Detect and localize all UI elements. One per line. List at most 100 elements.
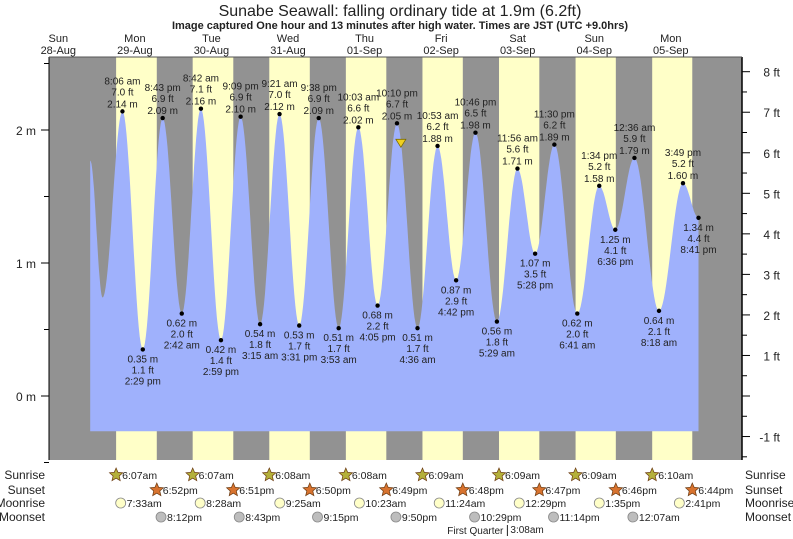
sunset-row-label-left: Sunset (8, 483, 46, 497)
moonrise-icon (513, 497, 525, 509)
extreme-m: 1.07 m (520, 259, 551, 270)
extreme-time: 10:46 pm (455, 98, 497, 109)
right-axis-tick-label: 5 ft (763, 187, 780, 201)
extreme-m: 2.05 m (382, 111, 413, 122)
moon-phase-time: 3:08am (510, 525, 543, 536)
extreme-ft: 6.2 ft (543, 121, 565, 132)
extreme-point (140, 347, 146, 352)
right-axis-tick-label: 6 ft (763, 147, 780, 161)
moonset-time: 8:12pm (167, 512, 202, 524)
extreme-point (316, 115, 321, 121)
sunrise-time: 6:09am (582, 470, 617, 482)
moonrise-icon (673, 497, 685, 509)
extreme-time: 3:15 am (242, 351, 278, 362)
moonrise-row-label-left: Moonrise (0, 496, 45, 510)
day-label-dow: Thu (355, 33, 374, 45)
extreme-time: 11:30 pm (534, 110, 575, 121)
sunrise-time: 6:10am (658, 470, 693, 482)
extreme-m: 2.09 m (147, 106, 178, 117)
extreme-ft: 6.9 ft (308, 94, 330, 105)
moonrise-time: 8:28am (206, 498, 241, 510)
extreme-ft: 6.5 ft (464, 109, 486, 120)
extreme-ft: 6.6 ft (347, 103, 369, 114)
sunrise-row-label-left: Sunrise (4, 468, 45, 482)
extreme-ft: 7.0 ft (268, 90, 290, 101)
extreme-m: 1.60 m (668, 171, 699, 182)
right-axis-tick-label: 3 ft (763, 268, 780, 282)
extreme-m: 2.12 m (264, 102, 295, 113)
extreme-ft: 5.2 ft (672, 159, 694, 170)
right-axis-tick-label: -1 ft (759, 431, 780, 445)
day-label-dow: Sun (584, 33, 604, 45)
day-label-date: 30-Aug (194, 45, 229, 57)
day-label-date: 05-Sep (653, 45, 688, 57)
moonset-time: 10:29pm (481, 512, 522, 524)
moonrise-icon (194, 497, 206, 509)
extreme-ft: 2.0 ft (171, 330, 193, 341)
extreme-point (532, 251, 538, 256)
extreme-point (198, 106, 204, 111)
extreme-time: 3:49 pm (665, 148, 701, 159)
extreme-ft: 6.9 ft (152, 94, 174, 105)
moonset-icon (312, 511, 323, 523)
moonset-icon (390, 511, 402, 523)
extreme-m: 0.53 m (284, 331, 315, 342)
moonset-icon (548, 511, 559, 523)
extreme-m: 2.10 m (225, 105, 256, 116)
extreme-time: 10:10 pm (376, 88, 418, 99)
extreme-point (238, 114, 243, 119)
extreme-time: 11:56 am (497, 134, 538, 145)
moonrise-icon (354, 497, 365, 509)
sunrise-icon (261, 467, 277, 482)
extreme-m: 1.88 m (422, 134, 453, 145)
extreme-point (375, 303, 380, 308)
extreme-ft: 2.0 ft (566, 330, 588, 341)
extreme-time: 6:36 pm (597, 257, 633, 268)
extreme-m: 0.87 m (441, 285, 472, 296)
extreme-time: 2:29 pm (125, 376, 161, 387)
sunset-time: 6:51pm (239, 485, 274, 497)
extreme-m: 0.54 m (245, 329, 276, 340)
moonrise-time: 2:41pm (685, 498, 720, 510)
sunset-icon (149, 482, 165, 497)
extreme-ft: 7.1 ft (190, 85, 212, 96)
extreme-time: 4:42 pm (438, 307, 474, 318)
moonrise-icon (593, 497, 605, 509)
extreme-ft: 4.4 ft (687, 234, 709, 245)
day-label-date: 03-Sep (500, 45, 535, 57)
extreme-m: 0.62 m (166, 319, 197, 330)
extreme-m: 0.68 m (362, 311, 393, 322)
moonrise-icon (115, 497, 127, 509)
sunrise-icon (414, 467, 430, 482)
extreme-m: 0.51 m (402, 333, 433, 344)
extreme-point (494, 319, 500, 324)
extreme-time: 4:05 pm (360, 333, 396, 344)
sunset-icon (531, 482, 547, 497)
extreme-m: 1.89 m (539, 133, 570, 144)
extreme-m: 0.64 m (644, 316, 675, 327)
extreme-point (415, 325, 420, 331)
extreme-time: 9:21 am (261, 79, 297, 90)
extreme-m: 1.34 m (683, 223, 714, 234)
moonset-time: 9:50pm (402, 512, 437, 524)
moonrise-time: 1:35pm (605, 498, 640, 510)
extreme-time: 10:03 am (337, 92, 379, 103)
tide-area (90, 108, 699, 432)
sunset-icon (455, 482, 471, 497)
sunrise-icon (491, 467, 507, 482)
day-label-date: 28-Aug (41, 45, 76, 57)
sunrise-time: 6:07am (199, 470, 234, 482)
moonset-icon (469, 511, 480, 523)
sunset-time: 6:48pm (469, 485, 504, 497)
sunrise-time: 6:09am (505, 470, 540, 482)
day-labels: Sun28-AugMon29-AugTue30-AugWed31-AugThu0… (41, 33, 689, 57)
extreme-time: 9:38 pm (301, 83, 337, 94)
moonset-time: 11:14pm (560, 512, 600, 524)
right-axis-tick-label: 7 ft (763, 106, 780, 120)
moonset-icon (155, 511, 167, 523)
sunrise-time: 6:08am (352, 470, 387, 482)
chart-title: Sunabe Seawall: falling ordinary tide at… (219, 3, 582, 20)
extreme-ft: 5.9 ft (623, 134, 645, 145)
day-label-dow: Tue (202, 33, 221, 45)
